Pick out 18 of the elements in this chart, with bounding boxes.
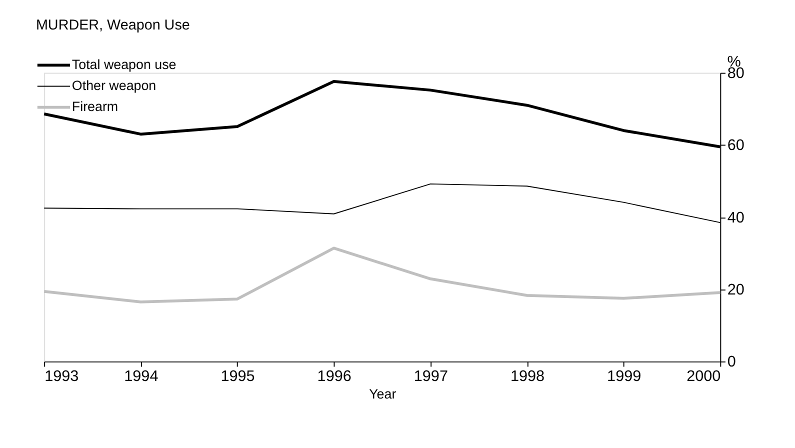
legend-label: Total weapon use bbox=[72, 56, 176, 72]
x-tick-label: 1993 bbox=[44, 368, 79, 386]
x-tick-label: 1996 bbox=[317, 368, 352, 386]
x-tick-label: 1995 bbox=[220, 368, 255, 386]
x-axis-title: Year bbox=[369, 386, 397, 402]
y-tick-label: 20 bbox=[727, 282, 744, 299]
x-tick-label: 1999 bbox=[607, 368, 642, 386]
x-tick-label: 2000 bbox=[686, 368, 721, 386]
x-tick-label: 1994 bbox=[124, 368, 159, 386]
legend-label: Firearm bbox=[72, 99, 118, 114]
legend-label: Other weapon bbox=[72, 78, 156, 94]
x-tick-label: 1997 bbox=[414, 368, 448, 386]
y-tick-label: 60 bbox=[727, 137, 744, 154]
y-tick-label: 40 bbox=[727, 209, 744, 226]
y-tick-label: 0 bbox=[727, 354, 736, 371]
x-tick-label: 1998 bbox=[510, 368, 545, 386]
line-series bbox=[42, 246, 722, 304]
chart-title: MURDER, Weapon Use bbox=[36, 18, 190, 34]
